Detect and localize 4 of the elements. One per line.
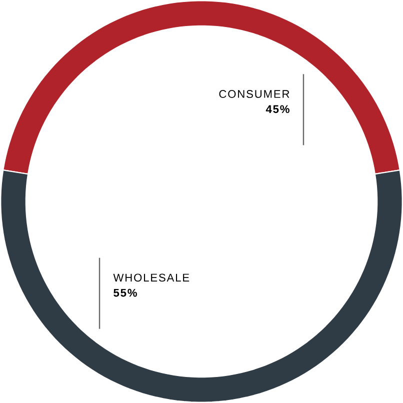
data-label: 45% [266, 105, 290, 114]
slice-label: CONSUMER [219, 90, 290, 98]
slice-label: WHOLESALE [113, 274, 190, 282]
data-label: 55% [114, 288, 137, 297]
